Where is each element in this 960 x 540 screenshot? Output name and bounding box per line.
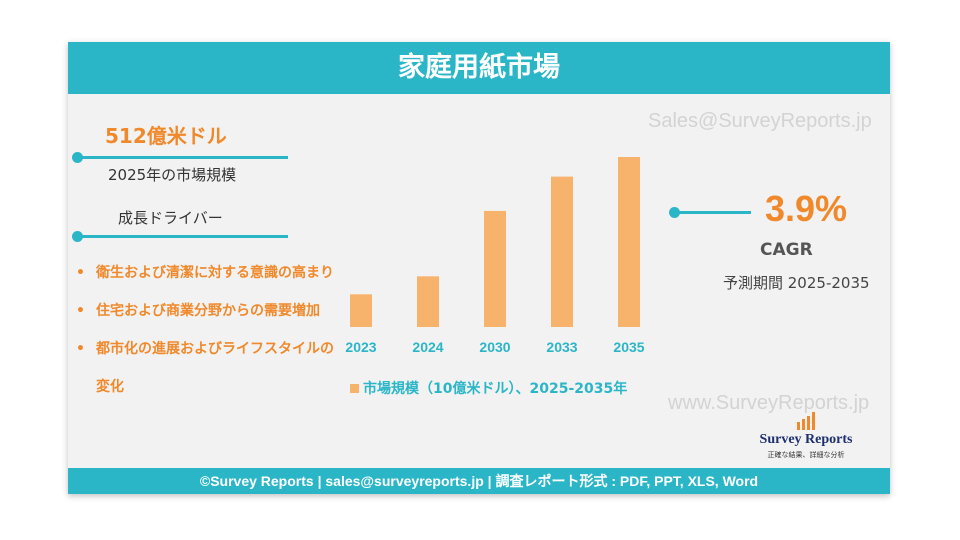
x-tick-label: 2033 <box>546 339 577 355</box>
driver-text: 衛生および清潔に対する意識の高まり <box>96 265 334 281</box>
divider-line <box>78 235 288 238</box>
page-title: 家庭用紙市場 <box>398 52 560 83</box>
drivers-list: • 衛生および清潔に対する意識の高まり • 住宅および商業分野からの需要増加 • 都市… <box>76 254 346 406</box>
driver-item: • 住宅および商業分野からの需要増加 <box>76 292 346 330</box>
logo-tagline: 正確な結果、詳細な分析 <box>767 451 845 459</box>
market-size-value: 512億米ドル <box>105 124 227 148</box>
bar-2030 <box>484 210 506 327</box>
bar-2023 <box>350 294 372 327</box>
footer-bar: ©Survey Reports | sales@surveyreports.jp… <box>68 468 890 494</box>
driver-item: • 都市化の進展およびライフスタイルの変化 <box>76 330 346 406</box>
forecast-period: 予測期間 2025-2035 <box>723 274 870 292</box>
x-tick-label: 2024 <box>412 339 443 355</box>
cagr-line <box>675 211 751 214</box>
survey-reports-logo: Survey Reports 正確な結果、詳細な分析 <box>746 412 866 462</box>
driver-item: • 衛生および清潔に対する意識の高まり <box>76 254 346 292</box>
watermark-email: Sales@SurveyReports.jp <box>648 110 872 132</box>
logo-name: Survey Reports <box>759 432 853 447</box>
bullet-icon: • <box>76 265 85 281</box>
market-size-label: 2025年の市場規模 <box>108 166 237 184</box>
divider-line <box>78 156 288 159</box>
bullet-icon: • <box>76 303 85 319</box>
bar-chart-icon <box>797 412 815 430</box>
chart-legend: 市場規模（10億米ドル）、2025-2035年 <box>350 378 627 398</box>
header-bar: 家庭用紙市場 <box>68 42 890 94</box>
watermark-url: www.SurveyReports.jp <box>668 392 870 414</box>
cagr-dot <box>669 207 680 218</box>
driver-text: 都市化の進展およびライフスタイルの変化 <box>96 341 334 395</box>
bullet-icon: • <box>76 341 85 357</box>
infographic-card: 家庭用紙市場 Sales@SurveyReports.jp www.Survey… <box>68 42 890 494</box>
legend-swatch <box>350 384 359 393</box>
x-tick-label: 2023 <box>345 339 376 355</box>
cagr-label: CAGR <box>760 240 813 260</box>
x-tick-label: 2035 <box>613 339 644 355</box>
driver-text: 住宅および商業分野からの需要増加 <box>96 303 320 319</box>
legend-label: 市場規模（10億米ドル）、2025-2035年 <box>363 381 628 397</box>
footer-text: ©Survey Reports | sales@surveyreports.jp… <box>199 473 759 489</box>
bar-2033 <box>551 176 573 327</box>
bar-2024 <box>417 276 439 327</box>
bar-2035 <box>618 157 640 327</box>
x-tick-label: 2030 <box>479 339 510 355</box>
cagr-value: 3.9% <box>765 188 848 229</box>
drivers-title: 成長ドライバー <box>118 209 223 227</box>
timeline-dot <box>72 152 83 163</box>
market-bar-chart: 2023 2024 2030 2033 2035 <box>345 157 645 355</box>
timeline-dot <box>72 231 83 242</box>
